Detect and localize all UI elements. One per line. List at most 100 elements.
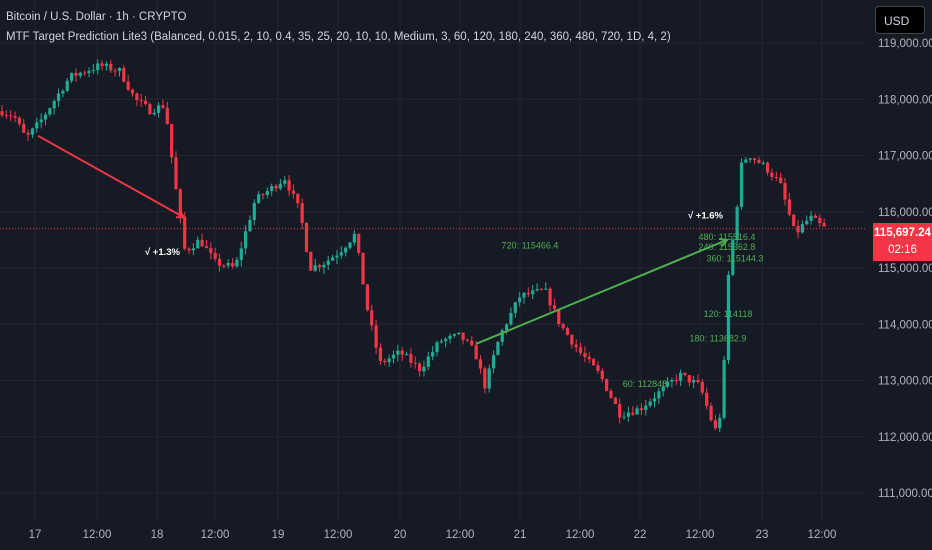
candle-body: [570, 334, 574, 345]
candle-body: [222, 265, 226, 267]
y-tick-label: 116,000.00: [878, 207, 932, 219]
candle-body: [435, 342, 439, 352]
candle-body: [270, 185, 274, 192]
candle-body: [696, 380, 700, 383]
candle-body: [361, 252, 365, 285]
candle-body: [244, 231, 248, 249]
candle-body: [461, 332, 465, 340]
candle-body: [348, 242, 352, 248]
candle-body: [509, 312, 513, 325]
last-price-value: 115,697.24: [874, 227, 931, 239]
candle-body: [552, 305, 557, 309]
candle-body: [109, 63, 113, 71]
candle-body: [526, 292, 530, 295]
candle-body: [818, 217, 822, 223]
candle-body: [13, 116, 17, 118]
candle-body: [0, 111, 4, 116]
candle-body: [70, 72, 74, 81]
target-label: 180: 113682.9: [690, 333, 747, 343]
candle-body: [117, 67, 122, 72]
candle-body: [452, 334, 456, 336]
candle-body: [87, 70, 91, 73]
x-tick-label: 21: [514, 529, 527, 541]
candle-body: [548, 288, 552, 306]
candle-body: [774, 176, 778, 178]
candle-body: [578, 347, 583, 353]
currency-button[interactable]: USD: [875, 6, 925, 34]
candle-body: [74, 72, 78, 76]
candle-body: [196, 239, 200, 249]
candle-body: [683, 372, 687, 376]
candle-body: [761, 162, 765, 164]
candle-body: [209, 248, 213, 254]
candle-body: [52, 101, 56, 109]
candle-body: [622, 416, 626, 418]
candle-body: [713, 420, 717, 429]
candle-body: [752, 158, 757, 160]
candle-body: [17, 117, 21, 124]
candle-body: [83, 72, 87, 74]
candle-body: [187, 248, 191, 251]
x-tick-label: 12:00: [446, 529, 475, 541]
y-tick-label: 113,000.00: [878, 376, 932, 388]
candle-body: [22, 123, 26, 133]
x-tick-label: 20: [394, 529, 407, 541]
candle-body: [357, 233, 361, 253]
candle-body: [705, 392, 709, 406]
candle-body: [796, 225, 800, 233]
candle-body: [165, 107, 169, 124]
candle-body: [174, 157, 178, 190]
candle-body: [779, 177, 783, 183]
x-tick-label: 12:00: [324, 529, 353, 541]
candle-body: [487, 368, 491, 389]
candle-body: [679, 372, 683, 381]
candle-body: [739, 162, 744, 208]
candle-body: [135, 93, 139, 100]
prediction-arrowhead: [175, 210, 186, 219]
candle-body: [444, 338, 448, 342]
x-tick-label: 12:00: [808, 529, 837, 541]
candle-body: [426, 356, 430, 367]
candle-body: [478, 359, 483, 369]
candle-body: [100, 63, 104, 66]
candle-body: [391, 354, 396, 359]
candle-body: [335, 255, 339, 258]
candle-body: [204, 246, 209, 249]
candle-body: [670, 380, 674, 382]
target-label: 60: 112848: [623, 379, 667, 389]
candle-body: [61, 90, 65, 94]
x-tick-label: 12:00: [686, 529, 715, 541]
candle-body: [465, 339, 470, 341]
candle-body: [291, 190, 296, 194]
candle-body: [544, 288, 548, 290]
candle-body: [148, 103, 152, 115]
candle-body: [157, 105, 161, 113]
candle-body: [252, 202, 256, 220]
candle-body: [130, 89, 135, 94]
candle-body: [718, 417, 722, 429]
x-tick-label: 12:00: [566, 529, 595, 541]
candle-body: [522, 292, 526, 298]
candle-body: [374, 325, 378, 348]
candle-body: [400, 350, 404, 355]
candle-body: [800, 224, 804, 233]
candle-body: [609, 390, 613, 398]
candle-body: [539, 289, 543, 291]
candle-body: [261, 194, 265, 196]
candle-body: [365, 284, 369, 311]
candle-body: [331, 257, 335, 261]
candle-body: [661, 386, 665, 392]
candle-body: [652, 398, 657, 402]
candle-body: [474, 345, 478, 360]
candle-body: [470, 340, 474, 346]
candle-body: [457, 332, 461, 335]
candle-body: [613, 397, 617, 404]
candle-body: [4, 115, 8, 117]
indicator-title: MTF Target Prediction Lite3 (Balanced, 0…: [6, 31, 671, 43]
candle-body: [139, 99, 143, 101]
candle-body: [378, 347, 383, 362]
candle-body: [235, 259, 239, 267]
candle-body: [257, 194, 261, 203]
candle-body: [104, 63, 108, 66]
